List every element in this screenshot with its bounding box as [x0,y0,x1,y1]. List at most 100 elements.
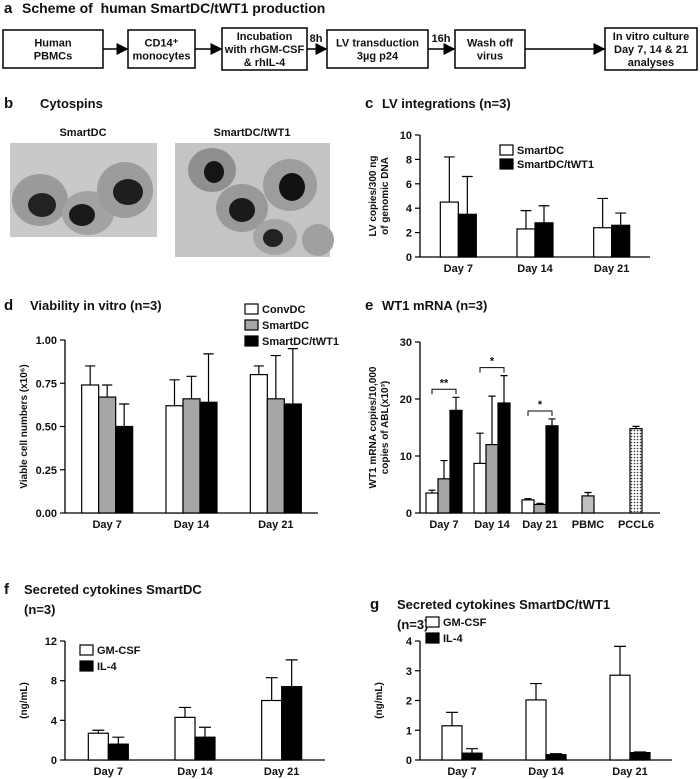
scheme-box [2,29,104,69]
error-bar [270,354,281,399]
error-bar [112,736,125,745]
bar [485,444,499,514]
significance-label: ** [440,377,449,389]
x-tick-label: Day 21 [522,519,557,531]
panel-letter: f [4,581,10,598]
y-tick-label: 1.00 [36,335,57,347]
y-axis-label: Viable cell numbers (x10⁶) [19,364,30,488]
x-tick-label: Day 14 [528,766,564,778]
error-bar [536,502,544,505]
significance-bracket [431,388,457,395]
y-tick-label: 0.00 [36,508,57,520]
x-tick-label: Day 21 [258,519,293,531]
chart-title: Secreted cytokines SmartDC [24,582,202,597]
bar [516,228,536,258]
x-tick-label: PBMC [572,519,604,531]
bar [457,213,477,258]
box-text: with rhGM-CSF [224,44,305,56]
error-bar [119,403,130,427]
error-bar [488,395,496,445]
y-tick-label: 1 [406,725,412,737]
legend-swatch [425,632,440,644]
legend-label: SmartDC [262,320,309,332]
error-bar [461,175,473,215]
legend-swatch [499,144,514,156]
chart-title: Viability in vitro (n=3) [30,298,162,313]
legend-label: IL-4 [443,633,463,645]
y-tick-label: 8 [406,154,412,166]
bar [174,716,196,761]
y-tick-label: 8 [51,676,57,688]
bar [449,409,463,514]
bar [249,374,268,514]
chart-title: (n=3) [24,602,55,617]
error-bar [253,365,264,375]
bar [425,492,439,514]
arrow-label: 16h [432,33,451,45]
y-tick-label: 30 [400,337,412,349]
x-tick-label: Day 14 [177,766,213,778]
significance-label: * [538,399,543,411]
legend-swatch [425,616,440,628]
error-bar [285,659,298,687]
box-text: In vitro culture [613,31,689,43]
y-tick-label: 0 [406,252,412,264]
bar [545,754,567,761]
error-bar [102,384,113,398]
error-bar [92,729,105,734]
x-tick-label: Day 7 [444,263,473,275]
y-axis-label: (ng/mL) [374,682,385,719]
box-text: Human [34,38,72,50]
x-tick-label: Day 7 [94,766,123,778]
x-tick-label: Day 21 [594,263,629,275]
x-tick-label: Day 7 [447,766,476,778]
legend-swatch [79,644,94,656]
y-tick-label: 20 [400,394,412,406]
y-tick-label: 0.50 [36,422,57,434]
y-tick-label: 3 [406,666,412,678]
error-bar [632,425,640,429]
x-tick-label: Day 14 [517,263,553,275]
bar [266,398,285,514]
bar [199,401,218,514]
box-text: 3µg p24 [357,51,399,63]
chart-title: LV integrations (n=3) [382,96,511,111]
bar [629,428,643,514]
error-bar [265,677,278,701]
error-bar [186,375,197,399]
bar [581,495,595,514]
legend-label: SmartDC [517,145,564,157]
legend-label: SmartDC/tWT1 [517,159,594,171]
error-bar [584,491,592,496]
bar [437,478,451,514]
y-tick-label: 4 [406,203,413,215]
bar [533,503,547,514]
bar [461,752,483,761]
y-tick-label: 4 [406,636,413,648]
significance-bracket [479,367,505,373]
image-label: SmartDC [59,127,106,139]
bar [115,425,134,514]
box-text: Day 7, 14 & 21 [614,44,688,56]
x-tick-label: Day 14 [174,519,210,531]
box-text: Incubation [237,31,293,43]
cytospins-title: Cytospins [40,96,103,111]
error-bar [85,365,96,385]
error-bar [614,645,626,676]
legend-swatch [244,319,259,331]
legend-swatch [79,660,94,672]
scheme-title: Scheme of human SmartDC/tWT1 production [22,0,325,16]
panel-letter: b [4,95,13,112]
box-text: virus [477,51,503,63]
legend-label: IL-4 [97,661,117,673]
error-bar [550,753,562,755]
y-tick-label: 0 [406,755,412,767]
bar [165,405,184,514]
panel-letter: c [365,95,373,112]
error-bar [440,459,448,479]
panel-letter: g [370,596,379,613]
legend-label: GM-CSF [443,617,487,629]
error-bar [615,212,627,226]
